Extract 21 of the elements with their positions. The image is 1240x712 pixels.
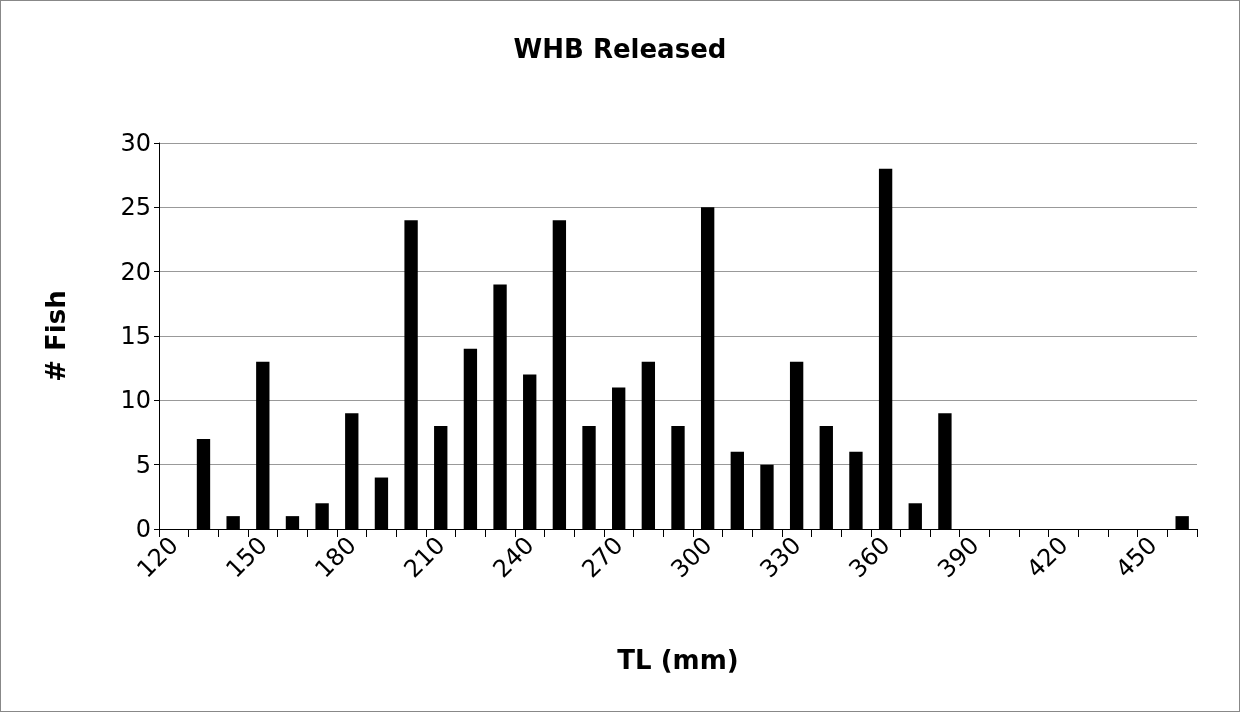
x-tick-label: 300 [665,531,718,584]
x-tick-label: 270 [576,531,629,584]
x-tick-label: 240 [487,531,540,584]
y-axis-title: # Fish [41,290,71,382]
y-tick-label: 20 [120,257,151,286]
x-tick-label: 390 [932,531,985,584]
x-tick-label: 150 [220,531,273,584]
x-tick-label: 210 [398,531,451,584]
x-tick-label: 180 [309,531,362,584]
y-tick-label: 15 [120,322,151,350]
y-tick-label: 30 [120,129,151,157]
chart-title: WHB Released [513,34,727,64]
x-tick-label: 330 [754,531,807,584]
y-tick-label: 10 [120,386,151,415]
y-tick-label: 25 [120,193,151,222]
x-axis-title: TL (mm) [617,645,739,675]
y-tick-label: 0 [135,515,151,543]
y-tick-label: 5 [135,450,151,479]
x-tick-label: 360 [843,531,896,584]
x-tick-label: 420 [1021,531,1074,584]
x-tick-label: 450 [1110,531,1163,584]
